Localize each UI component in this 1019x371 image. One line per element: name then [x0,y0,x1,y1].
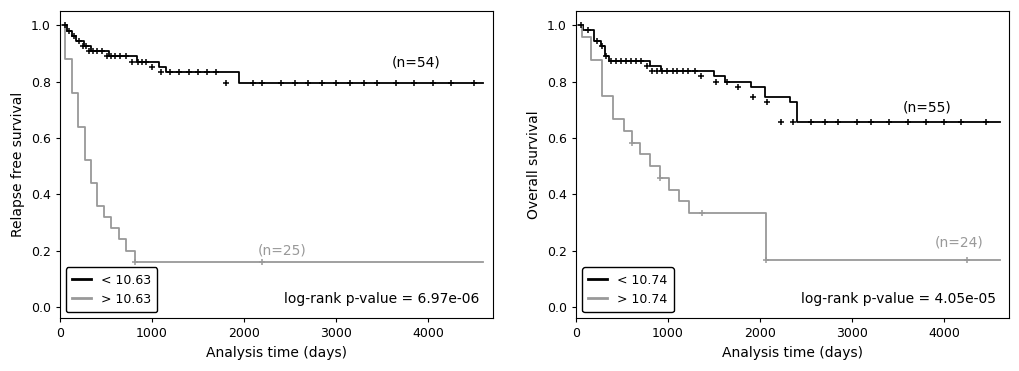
Text: log-rank p-value = 4.05e-05: log-rank p-value = 4.05e-05 [800,292,995,306]
Legend: < 10.74, > 10.74: < 10.74, > 10.74 [582,267,673,312]
Text: log-rank p-value = 6.97e-06: log-rank p-value = 6.97e-06 [284,292,479,306]
Text: (n=54): (n=54) [391,55,439,69]
X-axis label: Analysis time (days): Analysis time (days) [206,346,346,360]
Y-axis label: Overall survival: Overall survival [527,111,541,219]
Text: (n=24): (n=24) [934,236,983,249]
Text: (n=25): (n=25) [258,244,306,258]
X-axis label: Analysis time (days): Analysis time (days) [721,346,862,360]
Legend: < 10.63, > 10.63: < 10.63, > 10.63 [66,267,157,312]
Text: (n=55): (n=55) [902,100,951,114]
Y-axis label: Relapse free survival: Relapse free survival [11,92,25,237]
